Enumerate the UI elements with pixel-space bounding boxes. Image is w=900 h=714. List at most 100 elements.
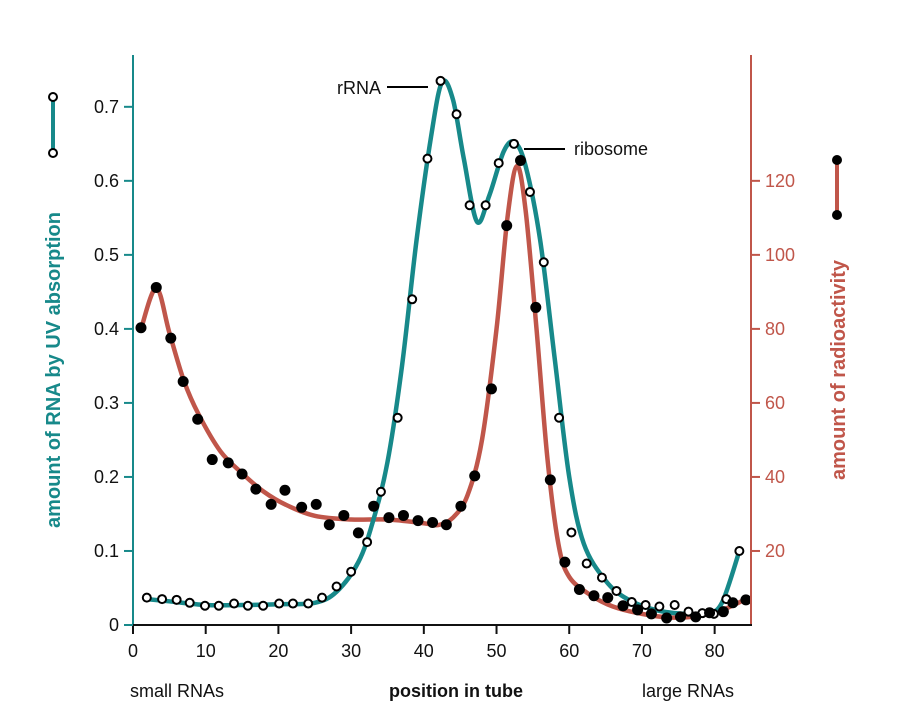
left-y-tick-label: 0.6 xyxy=(94,171,119,191)
radio-data-point xyxy=(397,509,409,521)
large-rnas-label: large RNAs xyxy=(642,681,734,701)
uv-data-point xyxy=(287,598,298,609)
radio-data-point xyxy=(192,413,204,425)
radio-data-point xyxy=(150,281,162,293)
uv-data-point xyxy=(157,594,168,605)
radio-data-point xyxy=(368,500,380,512)
radio-data-point xyxy=(661,612,673,624)
data-points xyxy=(135,75,752,624)
radio-data-point xyxy=(530,301,542,313)
left-y-tick-label: 0.2 xyxy=(94,467,119,487)
radio-legend-icon xyxy=(832,155,842,220)
radio-data-point xyxy=(206,454,218,466)
uv-data-point xyxy=(626,597,637,608)
radio-data-point xyxy=(310,498,322,510)
left-y-tick-label: 0.5 xyxy=(94,245,119,265)
uv-data-point xyxy=(375,486,386,497)
uv-data-point xyxy=(331,581,342,592)
uv-data-point xyxy=(213,600,224,611)
radio-data-point xyxy=(690,611,702,623)
radio-data-point xyxy=(383,512,395,524)
uv-data-point xyxy=(199,600,210,611)
left-y-tick-label: 0.3 xyxy=(94,393,119,413)
uv-data-point xyxy=(141,592,152,603)
uv-data-point xyxy=(392,412,403,423)
uv-data-point xyxy=(669,600,680,611)
uv-fit-curve xyxy=(144,78,742,617)
radio-data-point xyxy=(279,484,291,496)
x-ticks: 0 10 20 30 40 50 60 70 80 xyxy=(128,625,725,661)
radio-data-point xyxy=(704,607,716,619)
x-tick-label: 40 xyxy=(414,641,434,661)
uv-data-point xyxy=(242,600,253,611)
uv-data-point xyxy=(464,200,475,211)
uv-data-point xyxy=(493,158,504,169)
uv-data-point xyxy=(581,558,592,569)
x-tick-label: 30 xyxy=(341,641,361,661)
radio-data-point xyxy=(296,501,308,513)
uv-data-point xyxy=(171,594,182,605)
radio-data-point xyxy=(515,154,527,166)
radio-data-point xyxy=(544,474,556,486)
radio-data-point xyxy=(338,509,350,521)
right-y-tick-label: 20 xyxy=(765,541,785,561)
radio-data-point xyxy=(412,515,424,527)
radio-data-point xyxy=(559,556,571,568)
radio-data-point xyxy=(469,470,481,482)
uv-data-point xyxy=(362,537,373,548)
radio-data-point xyxy=(135,322,147,334)
radio-data-point xyxy=(427,516,439,528)
uv-data-point xyxy=(538,257,549,268)
radio-data-point xyxy=(617,600,629,612)
radio-data-point xyxy=(236,468,248,480)
right-y-tick-label: 80 xyxy=(765,319,785,339)
radio-data-point xyxy=(674,611,686,623)
left-axis-title: amount of RNA by UV absorption xyxy=(43,212,65,528)
radio-data-point xyxy=(440,519,452,531)
ribosome-annotation: ribosome xyxy=(574,139,648,159)
x-tick-label: 20 xyxy=(268,641,288,661)
uv-data-point xyxy=(508,138,519,149)
radio-data-point xyxy=(250,483,262,495)
radio-data-point xyxy=(632,604,644,616)
radio-data-point xyxy=(485,383,497,395)
uv-data-point xyxy=(683,606,694,617)
right-y-tick-label: 120 xyxy=(765,171,795,191)
radio-data-point xyxy=(727,597,739,609)
uv-data-point xyxy=(346,566,357,577)
x-tick-label: 70 xyxy=(632,641,652,661)
radio-data-point xyxy=(352,527,364,539)
right-axis-title: amount of radioactivity xyxy=(828,259,850,480)
uv-data-point xyxy=(480,200,491,211)
x-tick-label: 0 xyxy=(128,641,138,661)
radio-fit-curve xyxy=(138,163,749,620)
uv-data-point xyxy=(451,109,462,120)
uv-data-point xyxy=(596,572,607,583)
x-axis-title: position in tube xyxy=(389,681,523,701)
x-tick-label: 60 xyxy=(559,641,579,661)
uv-legend-icon xyxy=(48,92,58,158)
uv-data-point xyxy=(184,597,195,608)
radio-data-point xyxy=(602,592,614,604)
rrna-annotation: rRNA xyxy=(337,78,381,98)
uv-data-point xyxy=(640,600,651,611)
uv-data-point xyxy=(554,412,565,423)
right-y-ticks: 20 40 60 80 100 120 xyxy=(751,171,795,561)
uv-data-point xyxy=(303,598,314,609)
radio-data-point xyxy=(645,608,657,620)
uv-data-point xyxy=(407,294,418,305)
left-y-tick-label: 0 xyxy=(109,615,119,635)
uv-data-point xyxy=(422,153,433,164)
radio-data-point xyxy=(177,375,189,387)
radio-data-point xyxy=(323,519,335,531)
x-tick-label: 80 xyxy=(705,641,725,661)
left-y-ticks: 0 0.1 0.2 0.3 0.4 0.5 0.6 0.7 xyxy=(94,97,133,635)
uv-data-point xyxy=(734,545,745,556)
left-y-tick-label: 0.7 xyxy=(94,97,119,117)
uv-data-point xyxy=(435,75,446,86)
uv-data-point xyxy=(566,527,577,538)
uv-data-point xyxy=(258,600,269,611)
radio-data-point xyxy=(501,220,513,232)
uv-data-point xyxy=(229,598,240,609)
